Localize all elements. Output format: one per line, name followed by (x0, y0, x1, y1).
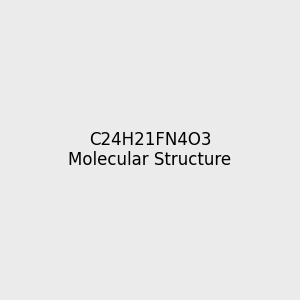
Text: C24H21FN4O3
Molecular Structure: C24H21FN4O3 Molecular Structure (68, 130, 232, 170)
